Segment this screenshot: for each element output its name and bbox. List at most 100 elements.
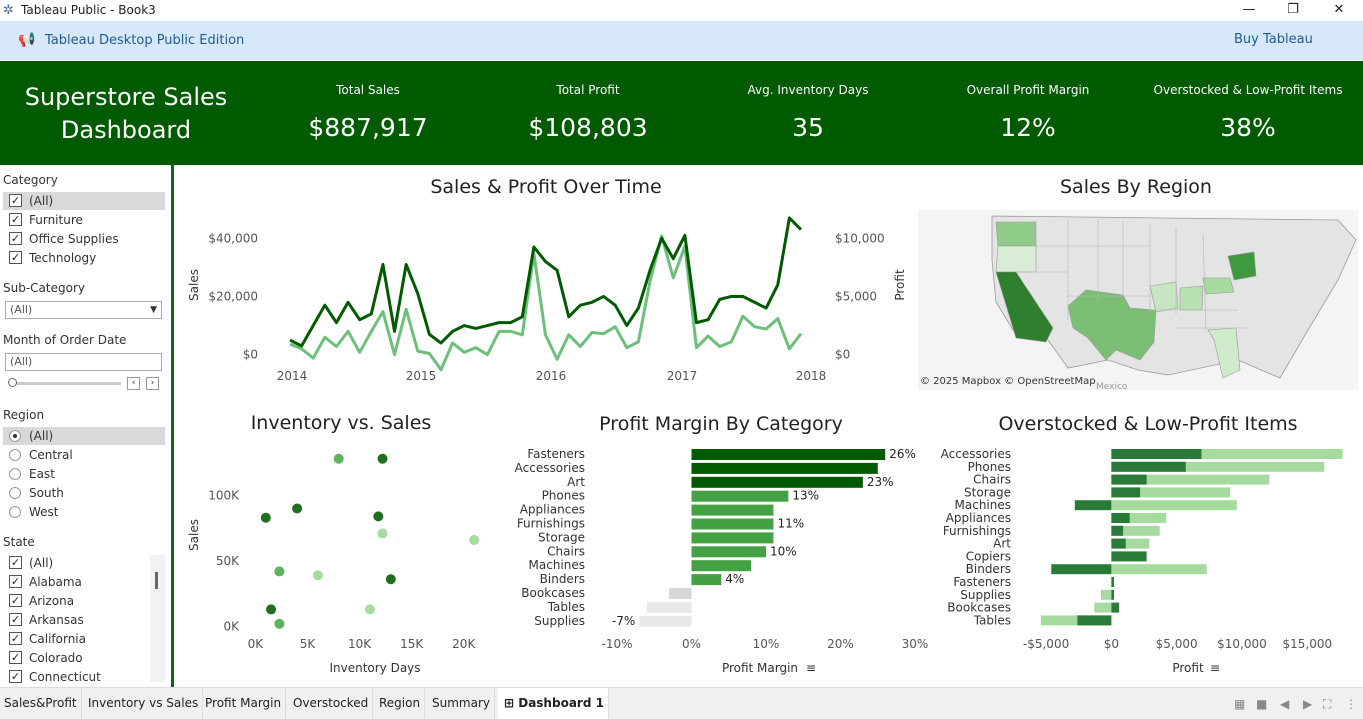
checkbox-checked-icon[interactable]: ✓ xyxy=(9,575,22,588)
bar xyxy=(691,504,774,516)
kpi-value: 35 xyxy=(792,113,824,142)
category-label: Storage xyxy=(538,530,585,544)
x-tick-label: 10% xyxy=(753,637,780,651)
sheet-sorter-icon[interactable]: ▦ xyxy=(1234,697,1246,711)
region-option-west[interactable]: West xyxy=(3,503,165,521)
bar-low-profit xyxy=(1111,487,1141,498)
bar-low-profit xyxy=(1077,615,1112,626)
tab-summary[interactable]: Summary xyxy=(428,688,495,719)
prev-month-button[interactable]: ‹ xyxy=(127,377,140,390)
state-option-arizona[interactable]: ✓ Arizona xyxy=(3,592,148,610)
buy-tableau-link[interactable]: Buy Tableau xyxy=(1234,32,1313,47)
state-borders xyxy=(1016,220,1248,331)
checkbox-checked-icon[interactable]: ✓ xyxy=(9,670,22,683)
region-option-all[interactable]: (All) xyxy=(3,427,165,445)
overstock-chart[interactable]: AccessoriesPhonesChairsStorageMachinesAp… xyxy=(935,438,1360,683)
dropdown-arrow-icon: ▼ xyxy=(150,305,157,315)
x-tick-label: 2018 xyxy=(796,369,827,383)
margin-title: Profit Margin By Category xyxy=(599,413,843,435)
region-option-central[interactable]: Central xyxy=(3,446,165,464)
state-pennsylvania xyxy=(1202,277,1235,295)
y2-tick-label: $5,000 xyxy=(835,289,877,303)
data-label: -7% xyxy=(612,614,635,628)
y2-axis-label: Profit xyxy=(893,269,907,301)
radio-icon[interactable] xyxy=(9,468,21,480)
scatter-point xyxy=(385,574,396,585)
month-slider-track[interactable] xyxy=(9,382,121,385)
filter-sidebar: Category ✓ (All) ✓ Furniture ✓ Office Suppl… xyxy=(0,165,171,687)
x-tick-label: 2015 xyxy=(406,369,437,383)
checkbox-checked-icon[interactable]: ✓ xyxy=(9,632,22,645)
bar-low-profit xyxy=(1111,577,1114,587)
tab-dashboard-1[interactable]: ⊞ Dashboard 1 xyxy=(498,688,609,719)
state-scrollbar[interactable] xyxy=(150,555,165,682)
state-option-colorado[interactable]: ✓ Colorado xyxy=(3,649,148,667)
scatter-point xyxy=(377,453,388,464)
checkbox-checked-icon[interactable]: ✓ xyxy=(9,194,22,207)
restore-button[interactable]: ❐ xyxy=(1287,2,1299,17)
scatter-point xyxy=(469,534,480,545)
checkbox-checked-icon[interactable]: ✓ xyxy=(9,651,22,664)
bar xyxy=(691,560,752,572)
kpi-label: Total Sales xyxy=(336,83,400,97)
subcategory-dropdown[interactable]: (All) ▼ xyxy=(5,301,162,319)
category-option-office-supplies[interactable]: ✓ Office Supplies xyxy=(3,230,165,248)
checkbox-checked-icon[interactable]: ✓ xyxy=(9,613,22,626)
state-option-arkansas[interactable]: ✓ Arkansas xyxy=(3,611,148,629)
overstock-title: Overstocked & Low-Profit Items xyxy=(998,413,1298,435)
kpi-total-sales: Total Sales $887,917 xyxy=(258,83,478,142)
tab-next-icon[interactable]: ▶ xyxy=(1303,697,1313,711)
state-option-alabama[interactable]: ✓ Alabama xyxy=(3,573,148,591)
sales-by-region-map[interactable]: © 2025 Mapbox © OpenStreetMap Mexico xyxy=(918,210,1358,390)
category-option-all[interactable]: ✓ (All) xyxy=(3,192,165,210)
region-option-south[interactable]: South xyxy=(3,484,165,502)
checkbox-checked-icon[interactable]: ✓ xyxy=(9,232,22,245)
sort-icon: ≡ xyxy=(1210,661,1220,675)
fullscreen-icon[interactable]: ⛶ xyxy=(1323,697,1332,711)
state-option-all[interactable]: ✓ (All) xyxy=(3,554,148,572)
state-scrollbar-thumb[interactable] xyxy=(155,572,158,589)
category-label: Machines xyxy=(529,558,585,572)
tab-inventory-vs-sales[interactable]: Inventory vs Sales xyxy=(84,688,204,719)
tab-region[interactable]: Region xyxy=(375,688,426,719)
close-button[interactable]: ✕ xyxy=(1333,2,1345,17)
option-label: (All) xyxy=(29,194,54,208)
filmstrip-icon[interactable]: ■ xyxy=(1256,697,1268,711)
next-month-button[interactable]: › xyxy=(146,377,159,390)
state-new-york xyxy=(1227,251,1257,281)
checkbox-checked-icon[interactable]: ✓ xyxy=(9,556,22,569)
month-slider-handle[interactable] xyxy=(8,378,17,387)
category-option-furniture[interactable]: ✓ Furniture xyxy=(3,211,165,229)
dropdown-value: (All) xyxy=(10,303,33,316)
category-label: Furnishings xyxy=(943,524,1011,538)
x-tick-label: 20% xyxy=(827,637,854,651)
minimize-button[interactable]: — xyxy=(1242,2,1256,17)
checkbox-checked-icon[interactable]: ✓ xyxy=(9,594,22,607)
inventory-sales-scatter[interactable]: 0K 5K 10K 15K 20K 0K 50K 100K Inventory Days Sale… xyxy=(175,438,510,683)
option-label: (All) xyxy=(29,429,54,443)
month-input[interactable]: (All) xyxy=(5,353,162,371)
tab-profit-margin[interactable]: Profit Margin xyxy=(201,688,287,719)
sales-profit-chart[interactable]: $0 $20,000 $40,000 $0 $5,000 $10,000 2014 2015 2… xyxy=(175,200,910,395)
state-option-california[interactable]: ✓ California xyxy=(3,630,148,648)
tab-prev-icon[interactable]: ◀ xyxy=(1280,697,1290,711)
y-axis-label: Sales xyxy=(187,519,201,551)
tab-overstocked[interactable]: Overstocked xyxy=(289,688,374,719)
region-option-east[interactable]: East xyxy=(3,465,165,483)
state-option-connecticut[interactable]: ✓ Connecticut xyxy=(3,668,148,686)
option-label: California xyxy=(29,632,86,646)
category-option-technology[interactable]: ✓ Technology xyxy=(3,249,165,267)
tab-sales-profit[interactable]: Sales&Profit xyxy=(0,688,82,719)
bar xyxy=(646,601,692,613)
radio-selected-icon[interactable] xyxy=(9,430,21,442)
radio-icon[interactable] xyxy=(9,487,21,499)
tab-label: Dashboard 1 xyxy=(518,696,604,710)
checkbox-checked-icon[interactable]: ✓ xyxy=(9,213,22,226)
y-tick-label: $0 xyxy=(243,348,258,362)
radio-icon[interactable] xyxy=(9,449,21,461)
checkbox-checked-icon[interactable]: ✓ xyxy=(9,251,22,264)
menu-icon[interactable]: ⋮ xyxy=(1345,697,1357,711)
radio-icon[interactable] xyxy=(9,506,21,518)
bar-low-profit xyxy=(1051,564,1112,575)
